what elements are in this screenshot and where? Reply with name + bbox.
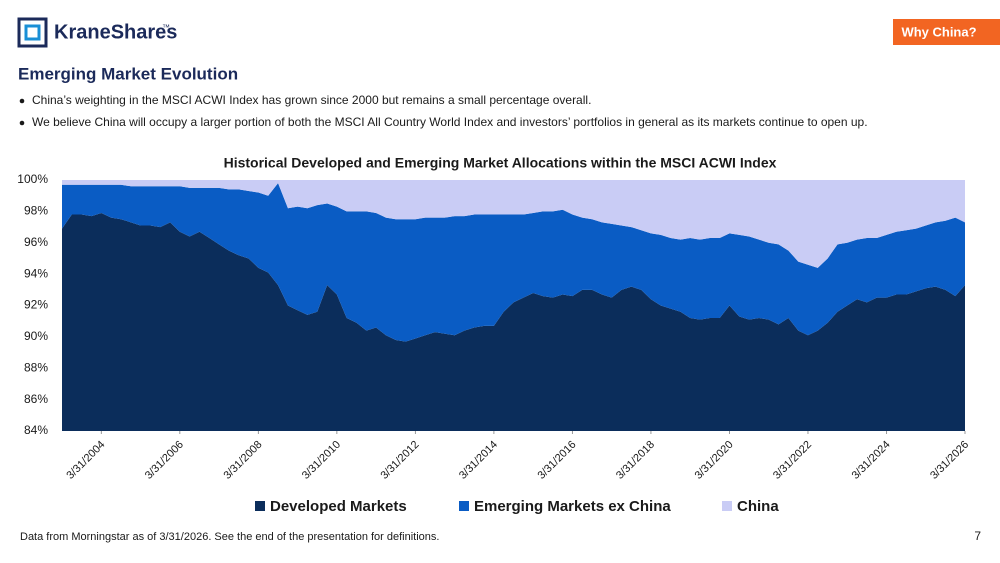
y-tick-label: 96%: [24, 235, 48, 249]
trademark: ™: [162, 23, 170, 32]
y-tick-label: 100%: [17, 172, 48, 186]
logo-icon: [17, 17, 48, 48]
x-tick-label: 3/31/2018: [614, 439, 657, 482]
x-tick-label: 3/31/2010: [300, 439, 343, 482]
area: [62, 180, 965, 268]
area: [62, 212, 965, 431]
y-tick-label: 88%: [24, 360, 48, 374]
x-tick-label: 3/31/2008: [221, 439, 264, 482]
heading: Emerging Market Evolution: [18, 64, 238, 83]
x-tick-label: 3/31/2006: [143, 439, 186, 482]
legend-label: China: [737, 498, 779, 515]
bullet: China’s weighting in the MSCI ACWI Index…: [32, 93, 591, 107]
brand: KraneShares: [54, 21, 177, 43]
x-tick-label: 3/31/2014: [457, 439, 500, 482]
legend-swatch: [459, 501, 469, 511]
chart-title: Historical Developed and Emerging Market…: [224, 155, 777, 171]
tab: Why China?: [901, 24, 976, 39]
y-tick-label: 92%: [24, 298, 48, 312]
x-tick-label: 3/31/2022: [771, 439, 814, 482]
bullet: We believe China will occupy a larger po…: [32, 115, 868, 129]
x-tick-label: 3/31/2024: [850, 439, 893, 482]
y-tick-label: 98%: [24, 204, 48, 218]
y-tick-label: 90%: [24, 329, 48, 343]
x-tick-label: 3/31/2020: [693, 439, 736, 482]
y-tick-label: 84%: [24, 423, 48, 437]
legend-swatch: [255, 501, 265, 511]
x-tick-label: 3/31/2012: [379, 439, 422, 482]
y-tick-label: 94%: [24, 266, 48, 280]
tab-bg: [893, 19, 1000, 45]
y-tick-label: 86%: [24, 392, 48, 406]
plot: [62, 180, 965, 431]
footnote: Data from Morningstar as of 3/31/2026. S…: [20, 531, 439, 543]
page-number: 7: [974, 529, 981, 543]
bullet-dot: [19, 120, 25, 126]
legend-swatch: [722, 501, 732, 511]
bullet-dot: [19, 98, 25, 104]
x-tick-label: 3/31/2016: [536, 439, 579, 482]
x-tick-label: 3/31/2026: [928, 439, 971, 482]
area: [62, 183, 965, 342]
x-tick-label: 3/31/2004: [64, 439, 107, 482]
legend-label: Emerging Markets ex China: [474, 498, 671, 515]
legend-label: Developed Markets: [270, 498, 407, 515]
